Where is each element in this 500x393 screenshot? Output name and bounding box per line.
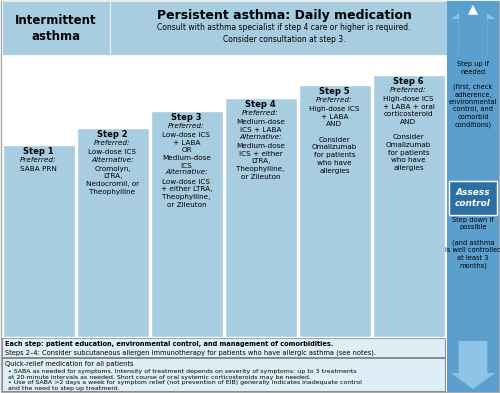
Text: AND

Consider
Omalizumab
for patients
who have
allergies: AND Consider Omalizumab for patients who… — [386, 119, 431, 171]
Text: Persistent asthma: Daily medication: Persistent asthma: Daily medication — [156, 9, 412, 22]
Text: Medium-dose
ICS + either
LTRA,
Theophylline,
or Zileuton: Medium-dose ICS + either LTRA, Theophyll… — [236, 143, 285, 180]
Text: High-dose ICS
+ LABA: High-dose ICS + LABA — [309, 106, 360, 120]
Text: SABA PRN: SABA PRN — [20, 166, 57, 172]
Bar — [225, 98, 297, 337]
Text: Low-dose ICS: Low-dose ICS — [88, 149, 136, 155]
Bar — [3, 145, 75, 337]
Bar — [449, 181, 497, 215]
Text: Alternative:: Alternative: — [239, 134, 282, 140]
Text: Step 5: Step 5 — [319, 87, 350, 96]
Text: Preferred:: Preferred: — [168, 123, 205, 129]
Bar — [2, 358, 445, 391]
Bar — [110, 1, 458, 55]
Text: Preferred:: Preferred: — [94, 140, 131, 146]
Text: • SABA as needed for symptoms. Intensity of treatment depends on severity of sym: • SABA as needed for symptoms. Intensity… — [8, 369, 356, 380]
Bar — [373, 75, 445, 337]
Text: Alternative:: Alternative: — [165, 169, 208, 176]
Text: Step down if
possible

(and asthma
is well controlled
at least 3
months): Step down if possible (and asthma is wel… — [445, 217, 500, 269]
Text: Alternative:: Alternative: — [91, 156, 134, 162]
Text: High-dose ICS
+ LABA + oral
corticosteroid: High-dose ICS + LABA + oral corticostero… — [382, 96, 434, 118]
Text: Preferred:: Preferred: — [20, 157, 57, 163]
Text: Cromolyn,
LTRA,
Nedocromil, or
Theophylline: Cromolyn, LTRA, Nedocromil, or Theophyll… — [86, 165, 139, 195]
Text: Steps 2–4: Consider subcutaneous allergen immunotherapy for patients who have al: Steps 2–4: Consider subcutaneous allerge… — [5, 349, 376, 356]
Text: Assess
control: Assess control — [455, 188, 491, 208]
Bar — [2, 1, 110, 55]
Bar — [299, 85, 371, 337]
Bar — [77, 128, 149, 337]
Text: Low-dose ICS
+ either LTRA,
Theophylline,
or Zileuton: Low-dose ICS + either LTRA, Theophylline… — [161, 178, 212, 208]
Text: Preferred:: Preferred: — [242, 110, 279, 116]
Text: Step 6: Step 6 — [393, 77, 424, 86]
Text: Step 3: Step 3 — [171, 113, 202, 122]
Bar — [2, 338, 445, 357]
FancyArrow shape — [451, 341, 495, 389]
Text: Step 2: Step 2 — [97, 130, 128, 139]
Text: AND

Consider
Omalizumab
for patients
who have
allergies: AND Consider Omalizumab for patients who… — [312, 121, 357, 173]
Text: Step 4: Step 4 — [245, 100, 276, 109]
Text: Each step: patient education, environmental control, and management of comorbidi: Each step: patient education, environmen… — [5, 341, 334, 347]
Text: Step up if
needed

(first, check
adherence,
environmental
control, and
comorbid
: Step up if needed (first, check adherenc… — [448, 61, 498, 128]
Text: Step 1: Step 1 — [23, 147, 54, 156]
Text: Intermittent
asthma: Intermittent asthma — [15, 13, 97, 42]
Bar — [459, 2, 487, 57]
Text: Preferred:: Preferred: — [316, 97, 353, 103]
Bar — [447, 1, 499, 392]
Bar — [151, 111, 223, 337]
Text: • Use of SABA >2 days a week for symptom relief (not prevention of EIB) generall: • Use of SABA >2 days a week for symptom… — [8, 380, 362, 391]
Text: Preferred:: Preferred: — [390, 87, 427, 93]
Text: Medium-dose
ICS + LABA: Medium-dose ICS + LABA — [236, 119, 285, 133]
Text: Quick-relief medication for all patients: Quick-relief medication for all patients — [5, 361, 134, 367]
Text: Low-dose ICS
+ LABA
OR
Medium-dose
ICS: Low-dose ICS + LABA OR Medium-dose ICS — [162, 132, 211, 169]
FancyArrow shape — [451, 3, 495, 55]
Text: Consult with asthma specialist if step 4 care or higher is required.
Consider co: Consult with asthma specialist if step 4… — [157, 23, 411, 44]
Bar — [447, 55, 499, 338]
